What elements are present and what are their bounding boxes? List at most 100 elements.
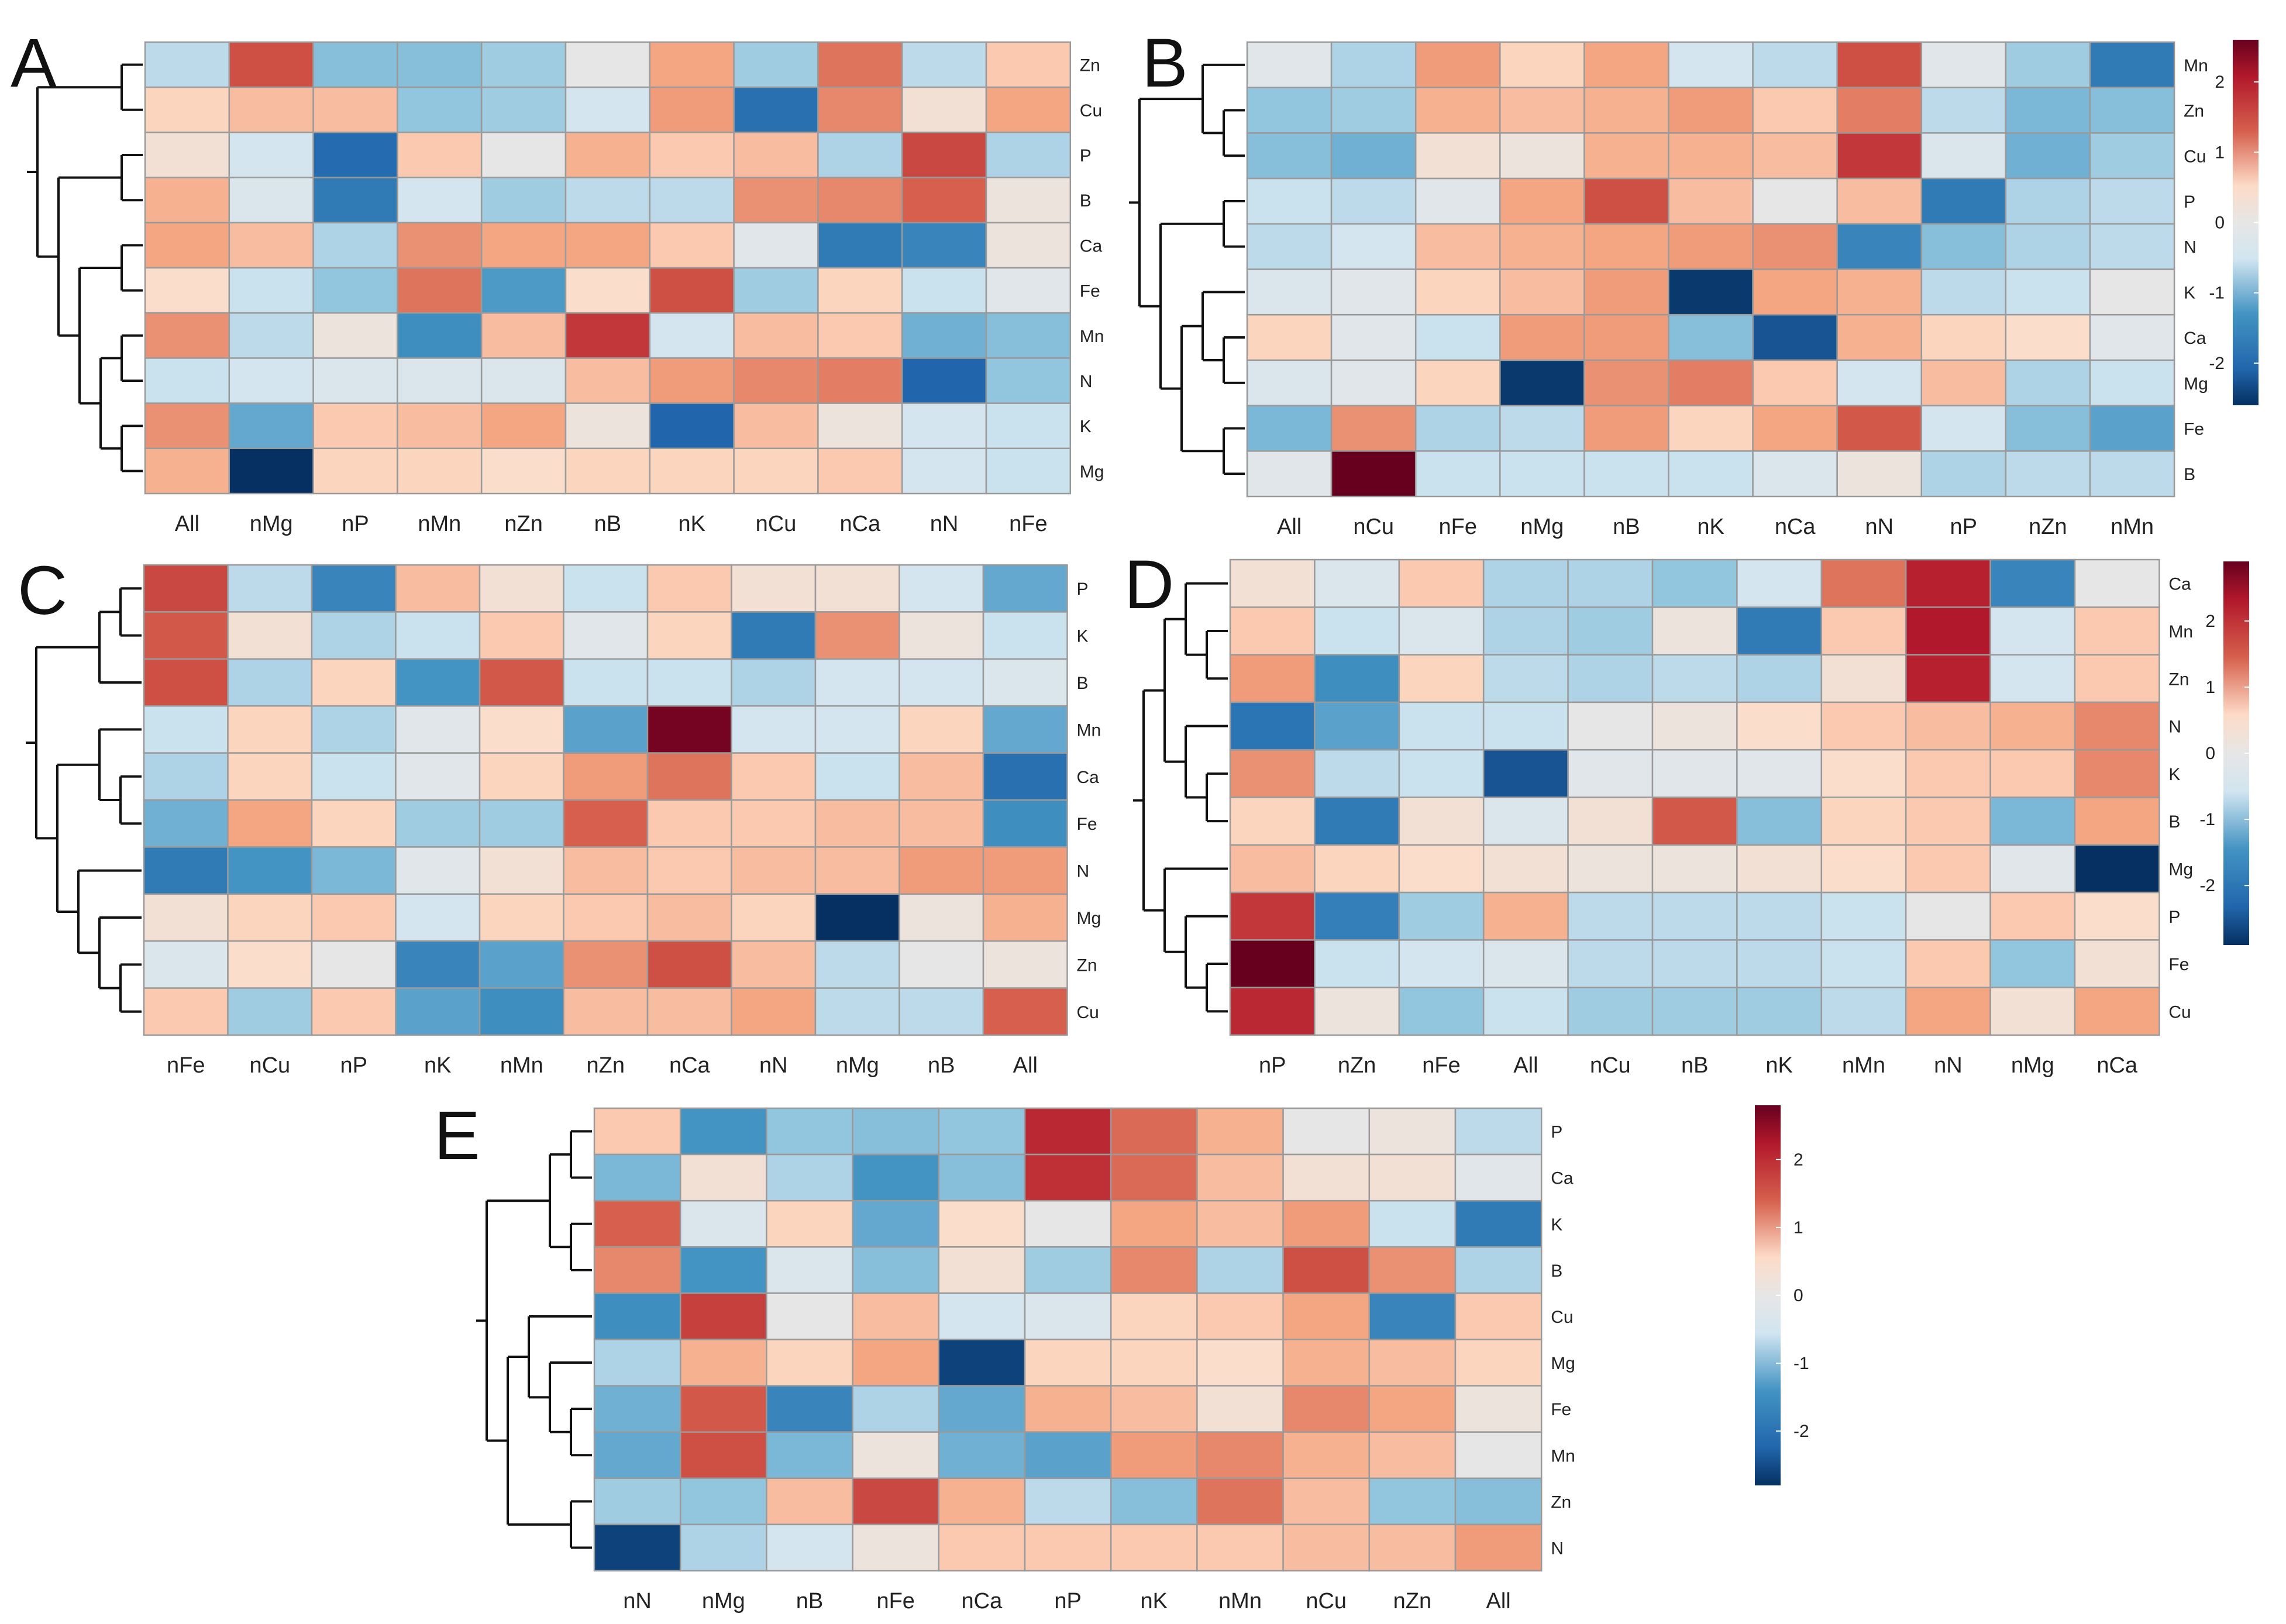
heatmap-cell bbox=[2005, 405, 2091, 452]
heatmap-cell bbox=[731, 705, 817, 754]
heatmap-cell bbox=[593, 1199, 681, 1248]
heatmap-cell bbox=[1583, 41, 1669, 88]
heatmap-cell bbox=[1920, 450, 2007, 498]
heatmap-cell bbox=[1229, 844, 1316, 894]
heatmap-cell bbox=[1989, 654, 2076, 704]
heatmap-cell bbox=[1314, 654, 1400, 704]
dendrogram-D bbox=[1133, 582, 1228, 1013]
heatmap-cell bbox=[982, 611, 1068, 660]
heatmap-cell bbox=[312, 41, 398, 88]
heatmap-cell bbox=[1482, 701, 1569, 751]
heatmap-cell bbox=[1330, 313, 1417, 361]
row-label: P bbox=[1551, 1123, 1562, 1142]
row-label: K bbox=[2184, 283, 2195, 302]
row-label: Mg bbox=[2184, 374, 2208, 394]
column-label: All bbox=[1013, 1053, 1038, 1078]
heatmap-cell bbox=[2089, 132, 2175, 180]
heatmap-cell bbox=[1651, 939, 1738, 988]
heatmap-cell bbox=[1820, 891, 1907, 941]
heatmap-cell bbox=[1836, 177, 1923, 225]
panel-letters-layer: A B C D E bbox=[11, 25, 1188, 1174]
heatmap-cell bbox=[1398, 844, 1485, 894]
row-label: Mg bbox=[1080, 462, 1104, 481]
heatmap-cell bbox=[679, 1199, 767, 1248]
heatmap-cell bbox=[228, 312, 314, 359]
heatmap-cell bbox=[311, 658, 397, 707]
heatmap-cell bbox=[1196, 1477, 1284, 1526]
heatmap-cell bbox=[817, 312, 903, 359]
row-label: Mn bbox=[2184, 56, 2208, 75]
heatmap-cell bbox=[395, 940, 481, 989]
heatmap-cell bbox=[1499, 450, 1585, 498]
heatmap-cell bbox=[1567, 891, 1654, 941]
column-label: nB bbox=[1613, 515, 1640, 539]
heatmap-cell bbox=[733, 267, 819, 314]
heatmap-cell bbox=[563, 611, 649, 660]
column-label: nK bbox=[1697, 515, 1724, 539]
heatmap-cell bbox=[649, 222, 735, 269]
heatmap-cell bbox=[227, 846, 313, 895]
heatmap-cell bbox=[564, 267, 651, 314]
row-label: Cu bbox=[2168, 1002, 2191, 1022]
heatmap-cell bbox=[563, 846, 649, 895]
column-label: nMn bbox=[418, 512, 461, 536]
heatmap-cell bbox=[1651, 844, 1738, 894]
heatmap-cell bbox=[1820, 987, 1907, 1036]
heatmap-cell bbox=[646, 611, 732, 660]
heatmap-cell bbox=[1330, 405, 1417, 452]
heatmap-cell bbox=[852, 1107, 940, 1156]
heatmap-cell bbox=[938, 1431, 1026, 1480]
colorbar-tick-label: 2 bbox=[1793, 1150, 1803, 1170]
heatmap-cell bbox=[646, 799, 732, 848]
heatmap-cell bbox=[817, 132, 903, 178]
heatmap-cell bbox=[1499, 87, 1585, 134]
row-label: Fe bbox=[2184, 420, 2204, 439]
heatmap-cell bbox=[982, 799, 1068, 848]
heatmap-cell bbox=[564, 447, 651, 495]
heatmap-cell bbox=[593, 1477, 681, 1526]
heatmap-cell bbox=[397, 86, 483, 133]
heatmap-cell bbox=[1989, 797, 2076, 846]
heatmap-cell bbox=[478, 564, 564, 613]
heatmap-cell bbox=[312, 267, 398, 314]
heatmap-cell bbox=[1398, 939, 1485, 988]
heatmap-cell bbox=[1110, 1107, 1198, 1156]
heatmap-cell bbox=[1196, 1246, 1284, 1294]
heatmap-cell bbox=[478, 611, 564, 660]
heatmap-cell bbox=[1414, 87, 1501, 134]
heatmap-cell bbox=[1282, 1107, 1371, 1156]
column-label: nZn bbox=[1338, 1053, 1376, 1078]
row-label: Zn bbox=[2184, 102, 2204, 121]
heatmap-cell bbox=[395, 799, 481, 848]
heatmap-cell bbox=[1989, 701, 2076, 751]
panel-letter-d: D bbox=[1124, 546, 1174, 623]
heatmap-cell bbox=[312, 312, 398, 359]
heatmap-cell bbox=[898, 893, 984, 942]
heatmap-cell bbox=[1282, 1431, 1371, 1480]
heatmap-cell bbox=[814, 564, 900, 613]
heatmap-cell bbox=[938, 1199, 1026, 1248]
heatmap-cell bbox=[938, 1292, 1026, 1340]
heatmap-cell bbox=[1752, 177, 1838, 225]
row-label: N bbox=[1551, 1539, 1564, 1558]
heatmap-cell bbox=[2005, 87, 2091, 134]
row-label: Cu bbox=[2184, 147, 2206, 166]
heatmap-cell bbox=[563, 987, 649, 1036]
heatmap-cell bbox=[1905, 891, 1991, 941]
column-label: All bbox=[1486, 1589, 1510, 1613]
heatmap-cell bbox=[679, 1385, 767, 1433]
heatmap-cell bbox=[480, 177, 567, 224]
heatmap-cell bbox=[766, 1477, 853, 1526]
heatmap-cell bbox=[1836, 450, 1923, 498]
heatmap-cell bbox=[1314, 558, 1400, 608]
heatmap-cell bbox=[1024, 1385, 1112, 1433]
heatmap-cell bbox=[679, 1153, 767, 1202]
heatmap-cell bbox=[480, 86, 567, 133]
labels-layer: Zn Cu P B Ca Fe Mn N K Mg All nMg nP nMn nZn nB nK nCu nCa… bbox=[167, 56, 2208, 1613]
heatmap-cell bbox=[1752, 359, 1838, 406]
heatmap-cell bbox=[817, 177, 903, 224]
heatmap-cell bbox=[1820, 797, 1907, 846]
heatmap-cell bbox=[1314, 606, 1400, 656]
column-label: nCu bbox=[1306, 1589, 1347, 1613]
heatmap-cell bbox=[817, 86, 903, 133]
